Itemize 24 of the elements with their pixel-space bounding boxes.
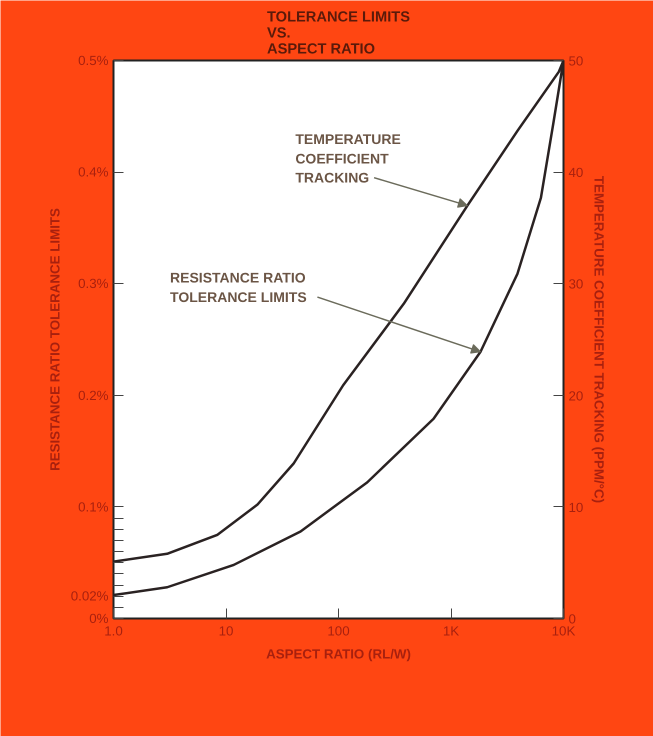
- x-axis-title: ASPECT RATIO (RL/W): [266, 646, 411, 662]
- annotation: RESISTANCE RATIO TOLERANCE LIMITS: [170, 270, 307, 305]
- y2-tick-label: 40: [568, 165, 584, 180]
- annotation: TEMPERATURE COEFFICIENT TRACKING: [295, 131, 401, 186]
- y-tick-label: 0.5%: [78, 53, 109, 68]
- y2-tick-label: 0: [568, 612, 576, 626]
- y-tick-label: 0.02%: [70, 588, 109, 604]
- x-tick-label: 1.0: [104, 624, 123, 638]
- y2-tick-label: 50: [568, 54, 584, 68]
- y-tick-label: 0.4%: [78, 164, 109, 180]
- y-tick-label: 0.3%: [78, 276, 109, 292]
- x-tick-label: 1K: [442, 624, 460, 638]
- y2-tick-label: 20: [568, 388, 584, 404]
- chart-title: TOLERANCE LIMITS VS. ASPECT RATIO: [266, 10, 410, 58]
- y-tick-label: 0.1%: [78, 499, 109, 514]
- y-tick-label: 0.2%: [78, 388, 109, 403]
- x-tick-label: 10K: [552, 624, 576, 638]
- y2-axis-title: TEMPERATURE COEFFICIENT TRACKING (PPM/°C): [591, 176, 606, 504]
- x-tick-label: 100: [327, 624, 350, 638]
- y-tick-label: 0%: [89, 611, 109, 626]
- y2-tick-label: 30: [568, 276, 584, 292]
- x-tick-label: 10: [218, 624, 234, 638]
- y-axis-title: RESISTANCE RATIO TOLERANCE LIMITS: [48, 208, 63, 471]
- y2-tick-label: 10: [568, 500, 584, 515]
